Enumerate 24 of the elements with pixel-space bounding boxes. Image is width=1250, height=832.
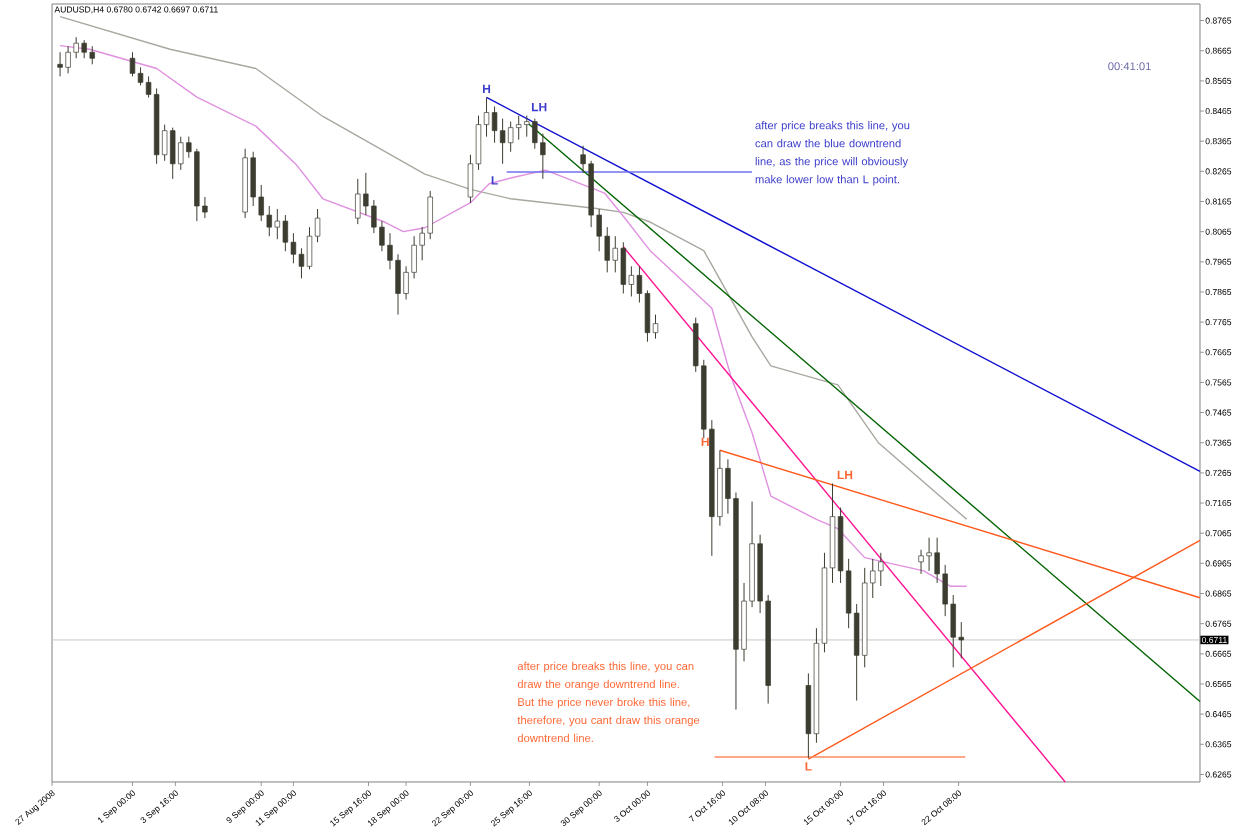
candlestick (516, 115, 522, 141)
candlestick (499, 118, 506, 165)
candlestick (274, 209, 281, 241)
candlestick (89, 46, 95, 66)
candlestick (926, 537, 932, 572)
candlestick (620, 242, 627, 295)
candlestick (81, 40, 87, 60)
candlestick (355, 178, 361, 226)
candlestick (507, 121, 514, 153)
candlestick (491, 106, 498, 144)
candlestick (878, 552, 884, 587)
candlestick (178, 136, 184, 171)
candlestick (57, 52, 63, 78)
line-series (59, 45, 968, 588)
line-series (59, 16, 968, 521)
candlestick (65, 46, 71, 75)
candlestick (73, 37, 79, 60)
candlestick (282, 215, 289, 253)
candlestick (427, 190, 433, 241)
candlestick (918, 549, 924, 575)
candlestick (129, 52, 136, 78)
candlestick (524, 115, 530, 138)
candlestick (170, 127, 176, 180)
candlestick (532, 118, 538, 150)
